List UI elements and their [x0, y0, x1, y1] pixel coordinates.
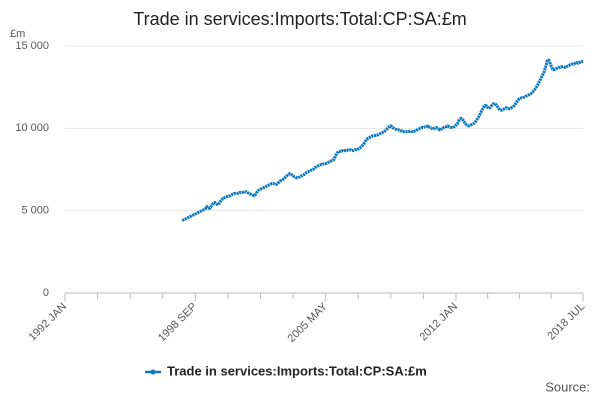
legend-label: Trade in services:Imports:Total:CP:SA:£m — [167, 363, 427, 378]
y-tick-label: 15 000 — [15, 40, 49, 52]
x-tick-label: 2012 JAN — [417, 301, 460, 344]
x-tick-label: 2005 MAY — [286, 300, 331, 345]
x-tick-label: 1998 SEP — [156, 301, 200, 345]
y-tick-label: 5 000 — [21, 205, 49, 217]
y-tick-label: 10 000 — [15, 122, 49, 134]
series-line — [181, 58, 583, 222]
chart-title: Trade in services:Imports:Total:CP:SA:£m — [133, 9, 466, 29]
y-unit: £m — [10, 28, 25, 40]
x-tick-label: 2018 JUL — [545, 301, 587, 343]
x-tick-label: 1992 JAN — [27, 301, 70, 344]
y-tick-label: 0 — [43, 287, 49, 299]
legend-marker — [150, 369, 156, 375]
source: Source: — [545, 379, 590, 394]
